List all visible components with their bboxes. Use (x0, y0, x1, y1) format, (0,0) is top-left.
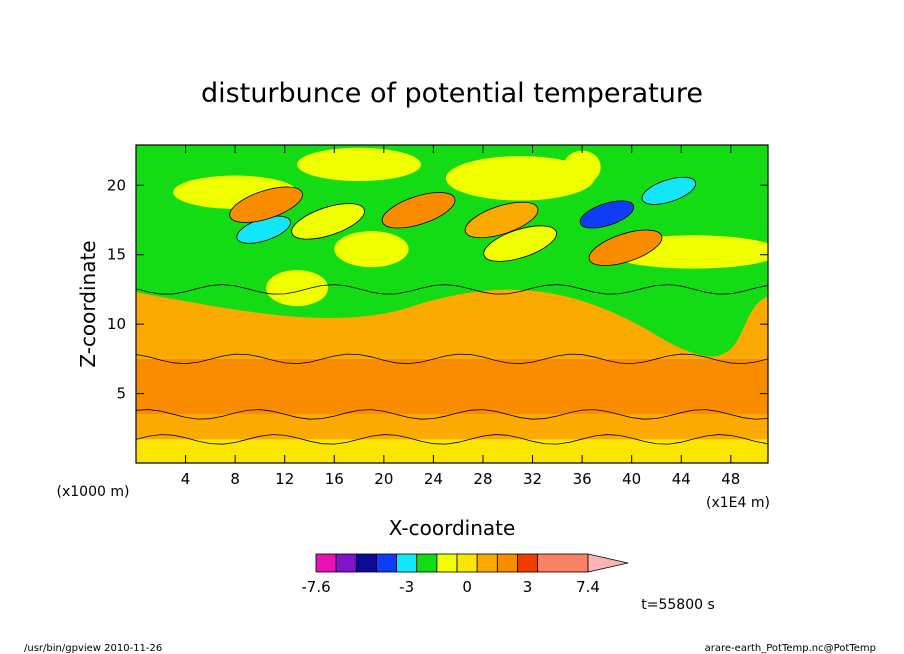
y-tick-label: 20 (107, 176, 126, 194)
contour-features (136, 145, 768, 357)
colorbar-segment (396, 553, 418, 573)
x-tick-label: 36 (573, 470, 592, 488)
x-axis-ticks: 4 8 12 16 20 24 28 32 36 40 44 48 (181, 145, 740, 488)
y-tick-label: 5 (116, 385, 126, 403)
x-tick-label: 8 (230, 470, 240, 488)
feature-1 (291, 203, 365, 240)
x-axis-label: X-coordinate (389, 516, 516, 540)
y-axis-label: Z-coordinate (76, 240, 100, 367)
field-band-1 (136, 414, 768, 440)
colorbar-segment (496, 553, 518, 573)
x-tick-label: 40 (622, 470, 641, 488)
contour-line-3 (136, 284, 768, 295)
plot-frame (135, 144, 769, 464)
colorbar-segment (315, 553, 337, 573)
yellow-patch-6 (563, 150, 601, 184)
plot-area (136, 145, 768, 463)
feature-4 (483, 225, 557, 262)
footer-left: /usr/bin/gpview 2010-11-26 (24, 643, 162, 654)
y-tick-label: 15 (107, 246, 126, 264)
feature-5 (579, 200, 635, 229)
x-tick-label: 48 (721, 470, 740, 488)
x-tick-label: 20 (374, 470, 393, 488)
colorbar-segment (335, 553, 357, 573)
x-axis-unit: (x1E4 m) (706, 495, 770, 511)
colorbar-tick-label: 7.4 (576, 578, 600, 596)
yellow-patch-0 (297, 147, 422, 182)
feature-3 (464, 201, 539, 239)
colorbar-segment (376, 553, 397, 573)
x-tick-label: 4 (181, 470, 191, 488)
colorbar-segment (537, 553, 589, 573)
x-tick-label: 16 (325, 470, 344, 488)
colorbar-extension (587, 553, 629, 573)
y-axis-ticks: 5 10 15 20 (107, 176, 768, 403)
contour-lines (136, 284, 768, 445)
colorbar-segment (436, 553, 458, 573)
contour-line-1 (136, 409, 768, 420)
chart-title: disturbunce of potential temperature (201, 78, 703, 109)
contour-line-0 (136, 434, 768, 445)
colorbar-segment (416, 553, 438, 573)
x-tick-label: 32 (523, 470, 542, 488)
y-axis-unit: (x1000 m) (57, 484, 130, 500)
colorbar (315, 553, 629, 573)
colorbar-segment (355, 553, 377, 573)
x-tick-label: 12 (275, 470, 294, 488)
colorbar-tick-label: 0 (462, 578, 472, 596)
yellow-patch-1 (445, 156, 595, 201)
field-band-0 (136, 439, 768, 463)
time-label: t=55800 s (641, 597, 715, 613)
y-tick-label: 10 (107, 315, 126, 333)
colorbar-tick-label: -3 (399, 578, 414, 596)
yellow-patch-5 (266, 269, 329, 307)
x-tick-label: 24 (424, 470, 443, 488)
colorbar-tick-labels: -7.6 -3 0 3 7.4 (301, 578, 600, 596)
colorbar-segment (517, 553, 539, 573)
yellow-patch-4 (334, 231, 409, 268)
colorbar-tick-label: 3 (523, 578, 533, 596)
feature-2 (381, 192, 456, 229)
footer-right: arare-earth_PotTemp.nc@PotTemp (705, 643, 876, 654)
field-band-2 (136, 358, 768, 415)
feature-6 (641, 176, 697, 205)
x-tick-label: 44 (672, 470, 691, 488)
feature-7 (588, 229, 663, 266)
colorbar-tick-label: -7.6 (301, 578, 330, 596)
colorbar-segment (456, 553, 478, 573)
feature-8 (229, 186, 303, 223)
contour-line-2 (136, 353, 768, 365)
x-tick-label: 28 (473, 470, 492, 488)
colorbar-segment (476, 553, 498, 573)
